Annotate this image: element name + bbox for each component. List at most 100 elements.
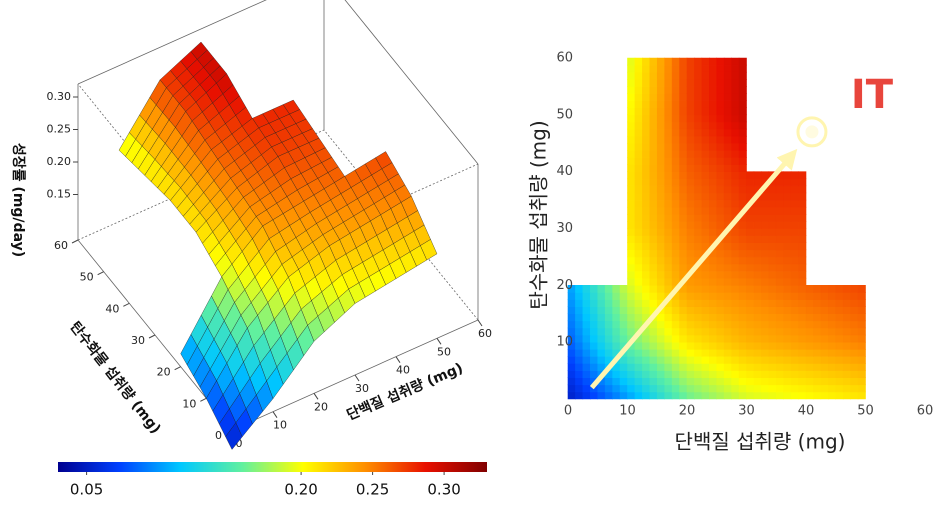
heat-cell xyxy=(604,348,613,357)
heat-cell xyxy=(664,377,673,386)
y-tick xyxy=(123,302,130,307)
heat-cell xyxy=(634,185,643,194)
heat-cell xyxy=(746,171,755,180)
heat-cell xyxy=(828,292,837,300)
heat-cell xyxy=(790,235,799,244)
heat-cell xyxy=(679,299,688,307)
heat-cell xyxy=(716,313,725,322)
heat-cell xyxy=(798,377,807,386)
heat-cell xyxy=(634,306,643,315)
heat-cell xyxy=(656,107,665,116)
heat-cell xyxy=(828,285,837,293)
heat-cell xyxy=(783,249,792,258)
heat-cell xyxy=(634,242,643,251)
heat-cell xyxy=(716,157,725,165)
heat-cell xyxy=(709,64,718,73)
heat-cell xyxy=(738,299,747,307)
heat-cell xyxy=(738,363,747,371)
heat-cell xyxy=(649,299,658,307)
heat-cell xyxy=(679,86,688,94)
heat-cell xyxy=(768,185,777,194)
heat-cell xyxy=(716,114,725,123)
heat-cell xyxy=(664,235,673,244)
heat-cell xyxy=(857,377,866,386)
heat-cell xyxy=(723,107,732,116)
heat-cell xyxy=(582,391,591,400)
heat-cell xyxy=(642,348,651,357)
heat-cell xyxy=(790,263,799,272)
heat-cell xyxy=(709,86,718,94)
heat-cell xyxy=(842,370,851,378)
heat-cell xyxy=(798,334,807,343)
heat-cell xyxy=(820,363,829,371)
heat-cell xyxy=(612,313,621,322)
heat-cell xyxy=(642,249,651,258)
x-tick-label: 40 xyxy=(798,404,815,419)
heat-cell xyxy=(634,256,643,265)
heat-cell xyxy=(709,292,718,300)
heat-cell xyxy=(746,263,755,272)
heat-cell xyxy=(775,242,784,251)
heat-cell xyxy=(627,142,636,151)
heat-cell xyxy=(671,121,680,130)
heat-cell xyxy=(723,292,732,300)
heat-cell xyxy=(671,249,680,258)
heat-cell xyxy=(619,356,628,364)
heat-cell xyxy=(768,299,777,307)
heat-cell xyxy=(642,341,651,350)
heat-cell xyxy=(746,178,755,187)
heat-cell xyxy=(709,313,718,322)
heat-cell xyxy=(694,128,703,137)
heat-cell xyxy=(709,128,718,137)
heat-cell xyxy=(857,391,866,400)
heat-cell xyxy=(619,299,628,307)
heat-cell xyxy=(649,150,658,158)
heat-cell xyxy=(709,299,718,307)
heat-cell xyxy=(798,192,807,201)
heat-cell xyxy=(798,292,807,300)
heat-cell xyxy=(768,334,777,343)
heat-cell xyxy=(679,164,688,172)
heat-cell xyxy=(835,285,844,293)
heat-cell xyxy=(716,107,725,116)
heat-cell xyxy=(701,213,710,222)
heat-cell xyxy=(709,135,718,144)
y-tick-label: 20 xyxy=(157,366,171,379)
y-tick-label: 20 xyxy=(556,278,573,293)
heat-cell xyxy=(694,57,703,66)
heat-cell xyxy=(738,327,747,336)
heat-cell xyxy=(679,348,688,357)
heat-cell xyxy=(738,157,747,165)
heat-cell xyxy=(671,185,680,194)
heat-cell xyxy=(649,93,658,101)
heat-cell xyxy=(597,356,606,364)
x-tick-label: 0 xyxy=(564,404,572,419)
heat-cell xyxy=(842,285,851,293)
heat-cell xyxy=(790,199,799,208)
heat-cell xyxy=(642,334,651,343)
heat-cell xyxy=(649,171,658,180)
heat-cell xyxy=(753,334,762,343)
colorbar-tick-label: 0.20 xyxy=(284,481,317,499)
heat-cell xyxy=(753,327,762,336)
heat-cell xyxy=(612,327,621,336)
x-tick xyxy=(477,319,483,327)
heat-cell xyxy=(649,185,658,194)
heat-cell xyxy=(686,348,695,357)
heat-cell xyxy=(701,199,710,208)
heat-cell xyxy=(746,384,755,393)
heat-cell xyxy=(649,341,658,350)
heat-cell xyxy=(590,334,599,343)
heat-cell xyxy=(746,292,755,300)
heat-cell xyxy=(731,100,740,109)
heat-cell xyxy=(813,320,822,329)
heat-cell xyxy=(738,121,747,130)
heat-cell xyxy=(753,313,762,322)
heat-cell xyxy=(664,142,673,151)
y-tick xyxy=(71,239,79,244)
heat-cell xyxy=(716,171,725,180)
heat-cell xyxy=(716,348,725,357)
heat-cell xyxy=(746,320,755,329)
heat-cell xyxy=(642,306,651,315)
heat-cell xyxy=(716,292,725,300)
